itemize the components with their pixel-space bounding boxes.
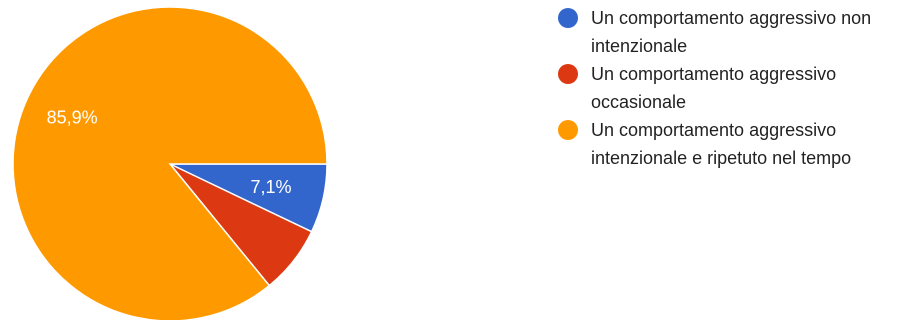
legend-item-occasionale[interactable]: Un comportamento aggressivo occasionale <box>558 60 918 116</box>
legend-swatch-red <box>558 64 578 84</box>
slice-data-label-2: 85,9% <box>47 108 98 128</box>
legend-label: Un comportamento aggressivo intenzionale… <box>591 120 852 168</box>
legend: Un comportamento aggressivo non intenzio… <box>558 4 918 172</box>
legend-label: Un comportamento aggressivo occasionale <box>591 64 837 112</box>
legend-label: Un comportamento aggressivo non intenzio… <box>591 8 872 56</box>
legend-swatch-blue <box>558 8 578 28</box>
legend-item-intenzionale-ripetuto[interactable]: Un comportamento aggressivo intenzionale… <box>558 116 918 172</box>
legend-swatch-orange <box>558 120 578 140</box>
slice-data-label-0: 7,1% <box>251 177 292 197</box>
legend-item-non-intenzionale[interactable]: Un comportamento aggressivo non intenzio… <box>558 4 918 60</box>
